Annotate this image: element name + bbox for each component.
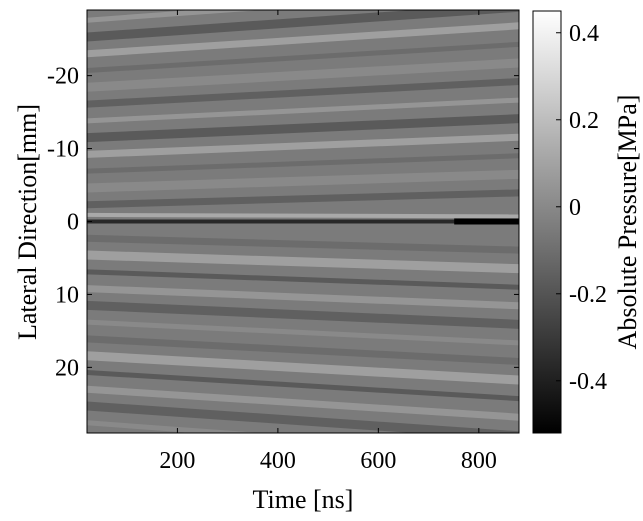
heatmap-stripe xyxy=(87,401,519,433)
heatmap-stripe xyxy=(87,10,262,23)
colorbar-label: Absolute Pressure[MPa] xyxy=(613,95,642,350)
colorbar-tick-label: 0 xyxy=(569,195,581,221)
colorbar-tick-label: -0.4 xyxy=(569,369,607,395)
heatmap-plot xyxy=(87,0,519,473)
y-axis: -20 -10 0 10 20 xyxy=(47,64,519,381)
x-tick-label: 400 xyxy=(260,448,296,474)
heatmap-stripe xyxy=(87,351,519,385)
heatmap-stripe xyxy=(87,369,519,402)
x-axis-label: Time [ns] xyxy=(253,485,354,514)
heatmap-stripe xyxy=(87,269,519,290)
heatmap-stripe xyxy=(87,97,519,124)
x-tick-label: 800 xyxy=(461,448,497,474)
colorbar-ticks: 0.4 0.2 0 -0.2 -0.4 xyxy=(556,21,607,395)
heatmap-stripe xyxy=(87,58,519,92)
colorbar-tick-label: 0.2 xyxy=(569,108,599,134)
y-tick-label: 10 xyxy=(55,282,79,308)
heatmap-stripe xyxy=(87,212,519,219)
heatmap-stripe xyxy=(87,114,519,143)
heatmap-stripe xyxy=(87,335,519,365)
heatmap-stripe xyxy=(87,385,519,421)
colorbar-tick-label: -0.2 xyxy=(569,282,607,308)
heatmap-stripe xyxy=(87,300,519,329)
heatmap-stripe xyxy=(87,133,519,158)
x-tick-label: 200 xyxy=(159,448,195,474)
colorbar-gradient xyxy=(532,10,562,434)
colorbar-tick-label: 0.4 xyxy=(569,21,599,47)
y-tick-label: 0 xyxy=(67,210,79,236)
x-tick-label: 600 xyxy=(360,448,396,474)
heatmap-stripe xyxy=(87,22,519,58)
heatmap-stripe xyxy=(87,420,262,433)
heatmap-stripe xyxy=(87,78,519,108)
heatmap-stripe xyxy=(87,234,519,254)
y-tick-label: 20 xyxy=(55,355,79,381)
heatmap-stripe xyxy=(87,169,519,193)
heatmap-stripe xyxy=(87,440,519,473)
heatmap-stripe xyxy=(87,189,519,209)
heatmap-stripe xyxy=(87,319,519,346)
x-axis: 200 400 600 800 xyxy=(159,10,497,474)
y-tick-label: -20 xyxy=(47,64,79,90)
heatmap-stripe xyxy=(87,250,519,274)
heatmap-stripe xyxy=(87,153,519,174)
heatmap-stripe xyxy=(87,41,519,74)
y-axis-label: Lateral Direction[mm] xyxy=(13,104,42,340)
y-tick-label: -10 xyxy=(47,137,79,163)
heatmap-stripe xyxy=(87,10,519,42)
heatmap-stripe xyxy=(87,285,519,310)
heatmap-stripes xyxy=(87,0,519,473)
colorbar: 0.4 0.2 0 -0.2 -0.4 Absolute Pressure[MPa] xyxy=(532,10,642,434)
heatmap-stripe xyxy=(87,0,519,3)
